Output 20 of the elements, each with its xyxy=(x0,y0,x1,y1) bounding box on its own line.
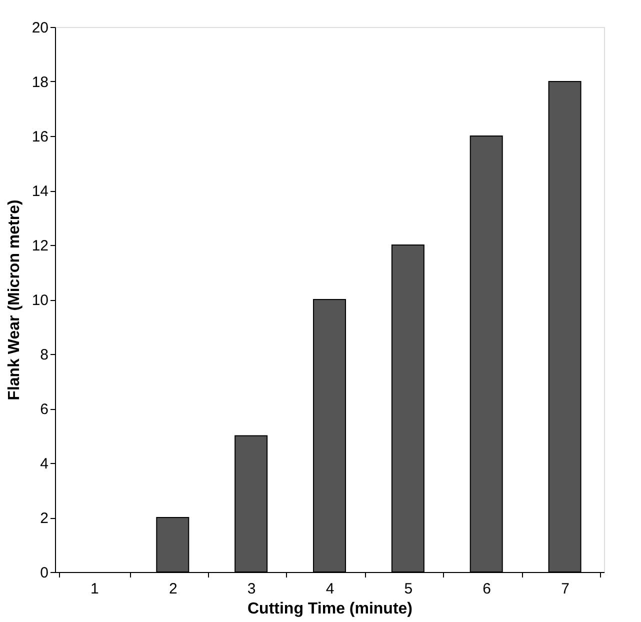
y-tick-label: 18 xyxy=(32,74,48,91)
y-tick-label: 2 xyxy=(40,510,48,527)
x-tick-label: 4 xyxy=(326,580,334,598)
x-tick-label: 5 xyxy=(404,580,413,598)
x-tick-label: 2 xyxy=(168,580,178,598)
y-tick-label: 8 xyxy=(40,346,48,364)
y-tick-label: 14 xyxy=(32,183,48,200)
x-tick-label: 3 xyxy=(247,580,256,598)
x-tick-label: 7 xyxy=(561,580,570,598)
y-tick-label: 16 xyxy=(32,128,48,146)
y-axis-title: Flank Wear (Micron metre) xyxy=(6,200,23,400)
y-tick-label: 20 xyxy=(32,20,48,36)
y-tick-label: 6 xyxy=(40,401,48,418)
y-tick-label: 0 xyxy=(40,564,48,582)
y-tick-label: 10 xyxy=(32,292,48,309)
y-tick-label: 12 xyxy=(32,238,48,254)
x-axis-title: Cutting Time (minute) xyxy=(247,600,413,618)
x-tick-label: 6 xyxy=(482,580,492,598)
y-tick-label: 4 xyxy=(40,456,48,472)
x-tick-label: 1 xyxy=(90,580,99,598)
